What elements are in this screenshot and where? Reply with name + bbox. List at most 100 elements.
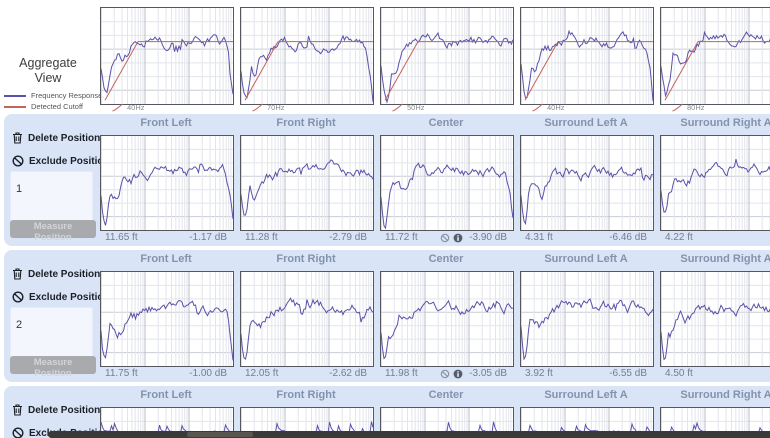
trim-value: -3.90 dB [469, 232, 507, 243]
legend-frequency-response-label: Frequency Response [31, 91, 103, 100]
exclude-position-button[interactable]: Exclude Position [12, 291, 110, 303]
aggregate-response-graph [520, 7, 654, 105]
cutoff-marker-icon [532, 103, 543, 112]
distance-value: 11.75 ft [105, 368, 138, 379]
measure-position-button[interactable]: Measure Position [10, 356, 96, 379]
aggregate-response-graph [380, 7, 514, 105]
graph-legend: Frequency Response Detected Cutoff [4, 90, 102, 112]
channel-column-surround-right: Surround Right A 4.22 ft [660, 114, 770, 246]
aggregate-graph-surround-left: 40Hz [520, 0, 654, 112]
measurement-stats: 11.98 ft -3.05 dB [380, 368, 512, 379]
detected-cutoff-line-swatch [4, 105, 26, 108]
distance-value: 4.22 ft [665, 232, 693, 243]
status-flags [440, 369, 463, 379]
response-graph [240, 271, 374, 367]
delete-position-label: Delete Position [28, 268, 101, 280]
exclude-icon [12, 155, 24, 167]
aggregate-graph-center: 50Hz [380, 0, 514, 112]
aggregate-title-line2: View [34, 71, 62, 85]
measurement-stats: 11.28 ft -2.79 dB [240, 232, 372, 243]
response-graph [660, 135, 770, 231]
channel-column-center: Center 11.98 ft -3.05 dB [380, 250, 514, 382]
trim-value: -1.00 dB [189, 368, 227, 379]
position-row-1: Delete Position Exclude Position Measure… [4, 114, 770, 246]
position-2-controls: Delete Position Exclude Position Measure… [4, 250, 110, 382]
info-icon[interactable] [453, 233, 463, 243]
exclude-position-label: Exclude Position [29, 155, 110, 167]
channel-header: Front Left [140, 389, 192, 401]
distance-value: 11.98 ft [385, 368, 418, 379]
channel-column-surround-left: Surround Left A 3.92 ft -6.55 dB [520, 250, 654, 382]
measurement-stats: 11.75 ft -1.00 dB [100, 368, 232, 379]
info-icon[interactable] [453, 369, 463, 379]
distance-value: 4.50 ft [665, 368, 693, 379]
measurement-stats: 11.65 ft -1.17 dB [100, 232, 232, 243]
delete-position-label: Delete Position [28, 132, 101, 144]
response-graph [520, 135, 654, 231]
aggregate-view-section: Aggregate View Frequency Response Detect… [0, 0, 770, 112]
cutoff-readout: 50Hz [392, 101, 425, 112]
measurement-stats: 4.31 ft -6.46 dB [520, 232, 652, 243]
cutoff-readout: 80Hz [672, 101, 705, 112]
delete-position-button[interactable]: Delete Position [12, 268, 100, 280]
position-number-input[interactable] [10, 171, 93, 223]
channel-header: Center [428, 253, 464, 265]
channel-column-front-right: Front Right 12.05 ft -2.62 dB [240, 250, 374, 382]
cutoff-frequency-label: 70Hz [267, 103, 285, 112]
distance-value: 12.05 ft [245, 368, 279, 379]
response-graph [240, 135, 374, 231]
excluded-indicator-icon [440, 369, 449, 378]
aggregate-response-graph [240, 7, 374, 105]
channel-column-surround-left: Surround Left A 4.31 ft -6.46 dB [520, 114, 654, 246]
measurement-stats: 11.72 ft -3.90 dB [380, 232, 512, 243]
measure-position-button[interactable]: Measure Position [10, 220, 96, 243]
status-flags [440, 233, 463, 243]
channel-header: Front Right [276, 117, 336, 129]
trim-value: -2.62 dB [329, 368, 367, 379]
delete-position-button[interactable]: Delete Position [12, 132, 100, 144]
scrollbar-thumb[interactable] [187, 432, 253, 437]
exclude-icon [12, 291, 24, 303]
channel-header: Surround Left A [544, 117, 628, 129]
trim-value: -1.17 dB [189, 232, 227, 243]
aggregate-graph-front-right: 70Hz [240, 0, 374, 112]
cutoff-marker-icon [252, 103, 263, 112]
cutoff-frequency-label: 80Hz [687, 103, 705, 112]
response-graph [100, 135, 234, 231]
distance-value: 11.65 ft [105, 232, 138, 243]
channel-header: Front Right [276, 389, 336, 401]
distance-value: 11.72 ft [385, 232, 418, 243]
cutoff-frequency-label: 50Hz [407, 103, 425, 112]
cutoff-marker-icon [672, 103, 683, 112]
channel-header: Center [428, 117, 464, 129]
aggregate-title-line1: Aggregate [19, 56, 77, 70]
measurement-stats: 3.92 ft -6.55 dB [520, 368, 652, 379]
channel-header: Surround Right A [680, 117, 770, 129]
exclude-position-label: Exclude Position [29, 291, 110, 303]
cutoff-frequency-label: 40Hz [127, 103, 145, 112]
channel-column-center: Center 11.72 ft -3.90 dB [380, 114, 514, 246]
position-number-input[interactable] [10, 307, 93, 359]
delete-position-label: Delete Position [28, 404, 101, 416]
cutoff-marker-icon [112, 103, 123, 112]
channel-column-front-left: Front Left 11.75 ft -1.00 dB [100, 250, 234, 382]
exclude-position-button[interactable]: Exclude Position [12, 155, 110, 167]
cutoff-frequency-label: 40Hz [547, 103, 565, 112]
trim-value: -6.46 dB [609, 232, 647, 243]
cutoff-readout: 40Hz [112, 101, 145, 112]
trash-icon [13, 404, 22, 416]
horizontal-scrollbar[interactable] [48, 431, 770, 438]
delete-position-button[interactable]: Delete Position [12, 404, 100, 416]
aggregate-view-title: Aggregate View [0, 56, 96, 86]
distance-value: 4.31 ft [525, 232, 553, 243]
aggregate-response-graph [660, 7, 770, 105]
excluded-indicator-icon [440, 233, 449, 242]
cutoff-marker-icon [392, 103, 403, 112]
response-graph [380, 271, 514, 367]
aggregate-response-graph [100, 7, 234, 105]
trash-icon [13, 268, 22, 280]
channel-header: Surround Left A [544, 253, 628, 265]
trim-value: -6.55 dB [609, 368, 647, 379]
position-row-2: Delete Position Exclude Position Measure… [4, 250, 770, 382]
